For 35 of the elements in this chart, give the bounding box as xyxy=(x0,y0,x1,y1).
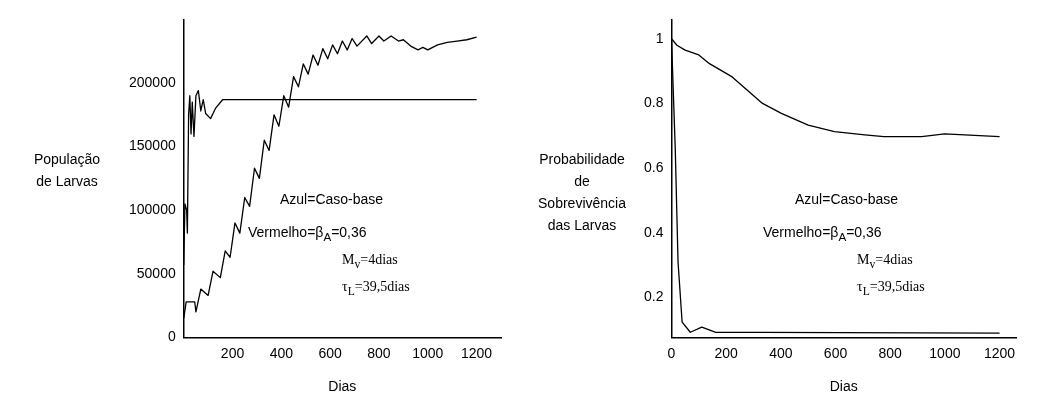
y-tick-label: 200000 xyxy=(129,73,176,90)
x-tick-label: 200 xyxy=(714,344,739,361)
x-tick-label: 600 xyxy=(823,344,848,361)
y-axis-title: População de Larvas xyxy=(33,150,101,191)
x-tick-label: 400 xyxy=(769,344,793,361)
x-tick-label: 1000 xyxy=(412,344,444,361)
y-tick-label: 150000 xyxy=(129,137,176,154)
x-tick-label: 800 xyxy=(367,344,391,361)
y-axis-title: Probabilidade de Sobrevivência das Larvas xyxy=(538,150,626,235)
annotation: Vermelho=β$_{A}$=0,36 xyxy=(248,224,367,243)
x-tick-label: 1200 xyxy=(461,344,493,361)
annotation: τ$_{L}$=39,5dias xyxy=(857,279,925,298)
x-tick-label: 1000 xyxy=(929,344,961,361)
annotation: M$_{v}$=4dias xyxy=(342,252,398,271)
x-tick-label: 800 xyxy=(878,344,903,361)
y-tick-label: 0.4 xyxy=(643,223,664,240)
annotation: Azul=Caso-base xyxy=(280,191,384,207)
y-tick-label: 0 xyxy=(167,328,176,345)
x-tick-label: 400 xyxy=(269,344,294,361)
annotation: Azul=Caso-base xyxy=(795,191,899,207)
x-tick-label: 200 xyxy=(220,344,245,361)
y-tick-label: 0.2 xyxy=(643,288,664,305)
x-tick-label: 0 xyxy=(667,344,676,361)
x-axis-title: Dias xyxy=(328,378,357,395)
x-axis-title: Dias xyxy=(829,378,858,395)
annotation: Vermelho=β$_{A}$=0,36 xyxy=(763,224,882,243)
y-tick-label: 0.6 xyxy=(643,158,664,175)
x-tick-label: 600 xyxy=(318,344,343,361)
annotation: τ$_{L}$=39,5dias xyxy=(342,279,410,298)
y-tick-label: 1 xyxy=(655,29,664,46)
y-tick-label: 0.8 xyxy=(643,94,664,111)
x-tick-label: 1200 xyxy=(984,344,1016,361)
y-tick-label: 100000 xyxy=(129,201,176,218)
annotation: M$_{v}$=4dias xyxy=(857,252,913,271)
y-tick-label: 50000 xyxy=(136,264,176,281)
